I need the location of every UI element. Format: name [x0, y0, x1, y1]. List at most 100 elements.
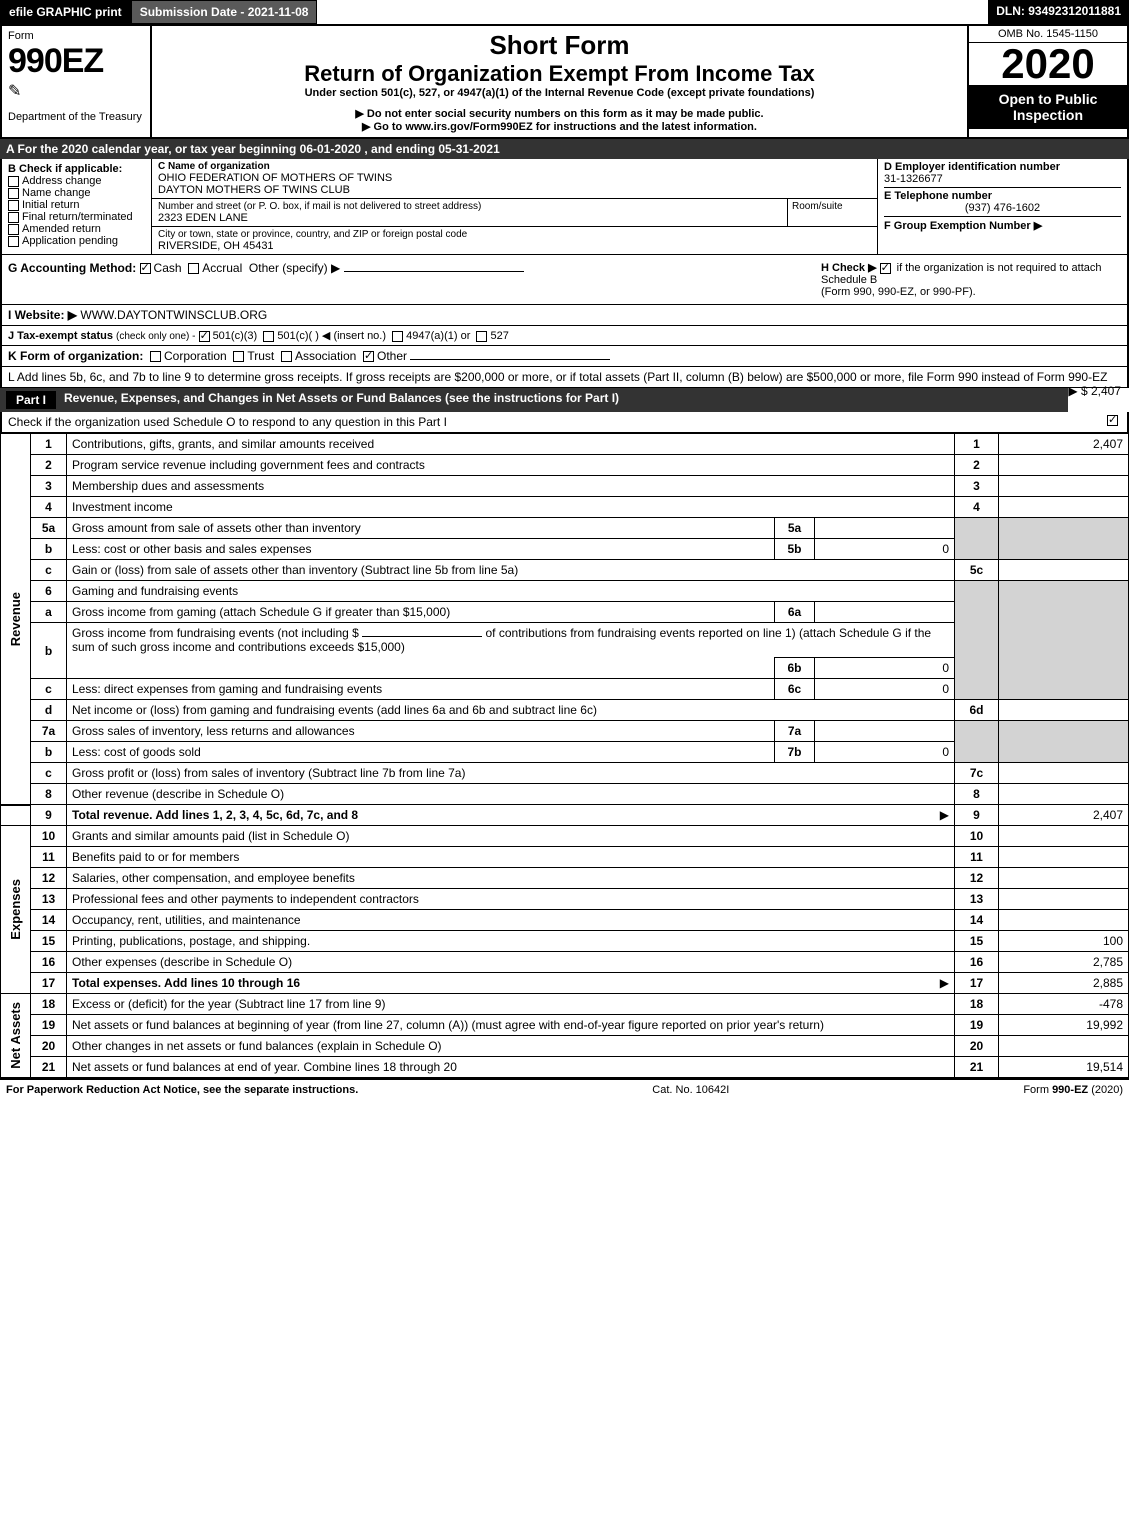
tel-value: (937) 476-1602 — [884, 202, 1121, 214]
trust-checkbox[interactable] — [233, 351, 244, 362]
gray-cell — [955, 518, 999, 560]
line-5a-subamt — [815, 518, 955, 539]
4947-label: 4947(a)(1) or — [406, 330, 470, 342]
open-to-public: Open to Public Inspection — [969, 85, 1127, 129]
part-i-check-note: Check if the organization used Schedule … — [0, 412, 1129, 433]
application-pending-checkbox[interactable] — [8, 236, 19, 247]
ein-value: 31-1326677 — [884, 173, 1121, 185]
form-label: Form — [8, 30, 144, 42]
part-i-tag: Part I — [6, 391, 56, 409]
initial-return-checkbox[interactable] — [8, 200, 19, 211]
line-14-num: 14 — [31, 910, 67, 931]
line-16-text: Other expenses (describe in Schedule O) — [67, 952, 955, 973]
line-7a-sub: 7a — [775, 721, 815, 742]
dept-label: Department of the Treasury — [8, 111, 144, 123]
h-label: H Check ▶ — [821, 262, 877, 274]
tax-exempt-row: J Tax-exempt status (check only one) - 5… — [0, 326, 1129, 346]
street-label: Number and street (or P. O. box, if mail… — [158, 201, 781, 212]
line-9-text: Total revenue. Add lines 1, 2, 3, 4, 5c,… — [67, 805, 955, 826]
h-checkbox[interactable] — [880, 263, 891, 274]
line-6a-sub: 6a — [775, 602, 815, 623]
dln-label: DLN: 93492312011881 — [988, 0, 1129, 24]
l-amount: ▶ $ 2,407 — [1068, 384, 1121, 398]
line-12-num: 12 — [31, 868, 67, 889]
section-b-checkboxes: B Check if applicable: Address change Na… — [2, 159, 152, 254]
line-6b-text1: Gross income from fundraising events (no… — [67, 623, 955, 658]
line-5b-sub: 5b — [775, 539, 815, 560]
accrual-checkbox[interactable] — [188, 263, 199, 274]
cb-label: Amended return — [22, 223, 101, 235]
501c3-checkbox[interactable] — [199, 331, 210, 342]
line-8-sn: 8 — [955, 784, 999, 805]
other-specify-label: Other (specify) ▶ — [249, 261, 340, 275]
line-6c-sub: 6c — [775, 679, 815, 700]
line-15-num: 15 — [31, 931, 67, 952]
other-checkbox[interactable] — [363, 351, 374, 362]
line-7c-num: c — [31, 763, 67, 784]
line-8-text: Other revenue (describe in Schedule O) — [67, 784, 955, 805]
line-20-amt — [999, 1036, 1129, 1057]
address-change-checkbox[interactable] — [8, 176, 19, 187]
line-6d-text: Net income or (loss) from gaming and fun… — [67, 700, 955, 721]
name-change-checkbox[interactable] — [8, 188, 19, 199]
city-label: City or town, state or province, country… — [158, 229, 871, 240]
line-5c-text: Gain or (loss) from sale of assets other… — [67, 560, 955, 581]
line-18-text: Excess or (deficit) for the year (Subtra… — [67, 994, 955, 1015]
submission-date-button[interactable]: Submission Date - 2021-11-08 — [131, 0, 318, 24]
line-17-sn: 17 — [955, 973, 999, 994]
assoc-label: Association — [295, 349, 356, 363]
line-12-amt — [999, 868, 1129, 889]
line-13-sn: 13 — [955, 889, 999, 910]
line-6b-input[interactable] — [362, 636, 482, 637]
line-2-num: 2 — [31, 455, 67, 476]
line-9-num: 9 — [31, 805, 67, 826]
amended-return-checkbox[interactable] — [8, 224, 19, 235]
line-15-sn: 15 — [955, 931, 999, 952]
org-info-section: B Check if applicable: Address change Na… — [0, 159, 1129, 255]
org-name-2: DAYTON MOTHERS OF TWINS CLUB — [158, 184, 871, 196]
line-16-sn: 16 — [955, 952, 999, 973]
street-value: 2323 EDEN LANE — [158, 212, 781, 224]
efile-print-button[interactable]: efile GRAPHIC print — [0, 0, 131, 24]
4947-checkbox[interactable] — [392, 331, 403, 342]
section-c-label: C Name of organization — [158, 161, 871, 172]
line-5a-num: 5a — [31, 518, 67, 539]
footer-cat-no: Cat. No. 10642I — [652, 1084, 729, 1096]
goto-link[interactable]: ▶ Go to www.irs.gov/Form990EZ for instru… — [158, 120, 961, 133]
line-1-amt: 2,407 — [999, 434, 1129, 455]
other-org-input[interactable] — [410, 359, 610, 360]
schedule-o-checkbox[interactable] — [1107, 415, 1118, 426]
line-12-text: Salaries, other compensation, and employ… — [67, 868, 955, 889]
assoc-checkbox[interactable] — [281, 351, 292, 362]
accrual-label: Accrual — [202, 261, 242, 275]
other-specify-input[interactable] — [344, 271, 524, 272]
line-7b-text: Less: cost of goods sold — [67, 742, 775, 763]
line-6-text: Gaming and fundraising events — [67, 581, 955, 602]
cash-checkbox[interactable] — [140, 263, 151, 274]
line-18-amt: -478 — [999, 994, 1129, 1015]
page-footer: For Paperwork Reduction Act Notice, see … — [0, 1078, 1129, 1100]
527-label: 527 — [490, 330, 508, 342]
part-i-title: Revenue, Expenses, and Changes in Net As… — [64, 391, 619, 409]
line-6c-text: Less: direct expenses from gaming and fu… — [67, 679, 775, 700]
cb-label: Name change — [22, 187, 91, 199]
revenue-side-label: Revenue — [6, 588, 25, 650]
website-value[interactable]: WWW.DAYTONTWINSCLUB.ORG — [80, 308, 267, 322]
line-5c-sn: 5c — [955, 560, 999, 581]
corp-checkbox[interactable] — [150, 351, 161, 362]
line-14-amt — [999, 910, 1129, 931]
line-20-sn: 20 — [955, 1036, 999, 1057]
line-17-num: 17 — [31, 973, 67, 994]
final-return-checkbox[interactable] — [8, 212, 19, 223]
line-11-text: Benefits paid to or for members — [67, 847, 955, 868]
line-4-sn: 4 — [955, 497, 999, 518]
line-5c-num: c — [31, 560, 67, 581]
line-4-text: Investment income — [67, 497, 955, 518]
h-text2: (Form 990, 990-EZ, or 990-PF). — [821, 286, 976, 298]
city-value: RIVERSIDE, OH 45431 — [158, 240, 871, 252]
501c-checkbox[interactable] — [263, 331, 274, 342]
line-6d-sn: 6d — [955, 700, 999, 721]
line-5c-amt — [999, 560, 1129, 581]
527-checkbox[interactable] — [476, 331, 487, 342]
cash-label: Cash — [154, 261, 182, 275]
